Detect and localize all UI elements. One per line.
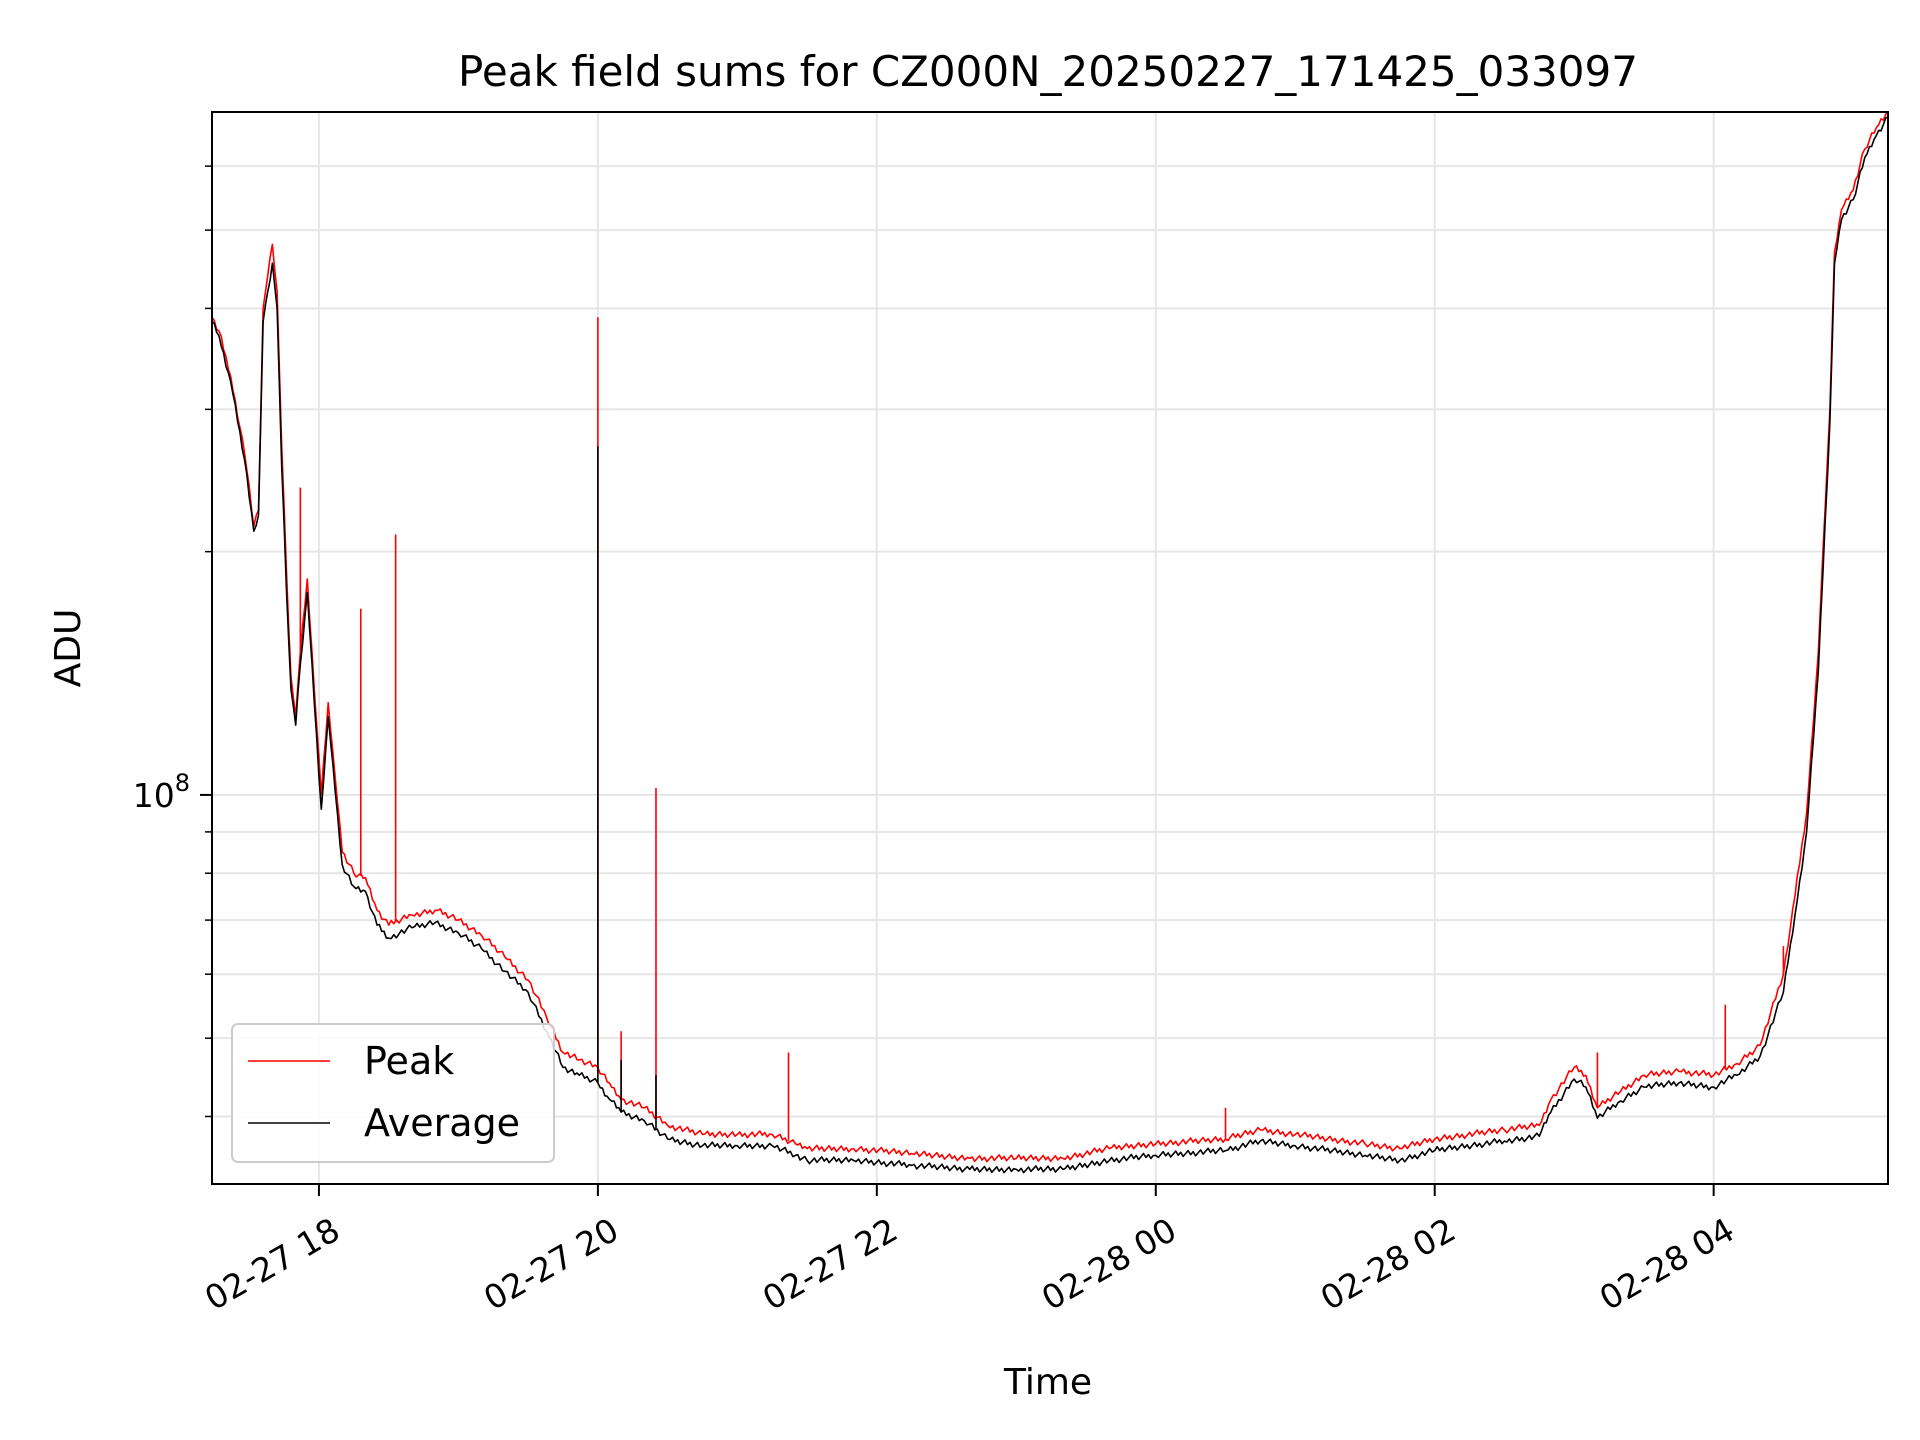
series-average — [211, 116, 1889, 1174]
x-tick-label: 02-28 04 — [1593, 1210, 1741, 1318]
legend-label-peak: Peak — [364, 1039, 454, 1083]
y-tick-label: 108 — [133, 769, 190, 815]
legend-label-average: Average — [364, 1101, 520, 1145]
x-tick-label: 02-28 00 — [1035, 1210, 1183, 1318]
series-peak — [211, 111, 1889, 1163]
y-axis-label: ADU — [48, 609, 89, 688]
series-line-peak — [211, 111, 1889, 1163]
x-axis-label: Time — [1003, 1362, 1092, 1403]
x-tick-label: 02-27 20 — [477, 1210, 625, 1318]
x-tick-label: 02-27 18 — [198, 1210, 346, 1318]
legend-box — [231, 1023, 555, 1163]
chart-title: Peak field sums for CZ000N_20250227_1714… — [458, 47, 1638, 96]
y-tick-exponent: 8 — [175, 769, 190, 797]
plot-frame — [211, 111, 1889, 1185]
y-axis: 108 — [133, 165, 212, 1118]
grid — [212, 112, 1888, 1184]
x-tick-label: 02-28 02 — [1314, 1210, 1462, 1318]
series-layer — [211, 111, 1889, 1174]
y-tick-base: 10 — [133, 776, 175, 815]
series-line-average — [211, 116, 1889, 1174]
x-tick-label: 02-27 22 — [756, 1210, 904, 1318]
legend: Peak Average — [231, 1023, 555, 1163]
x-axis: 02-27 18 02-27 20 02-27 22 02-28 00 02-28 02… — [198, 1184, 1741, 1318]
